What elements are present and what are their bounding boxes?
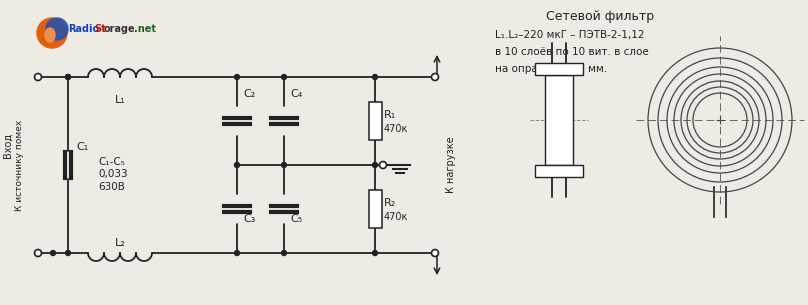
- Text: К нагрузке: К нагрузке: [446, 137, 456, 193]
- Text: К источнику помех: К источнику помех: [15, 119, 24, 211]
- Ellipse shape: [45, 28, 55, 42]
- Text: C₂: C₂: [243, 89, 255, 99]
- Text: Вход: Вход: [3, 132, 13, 158]
- Text: .net: .net: [134, 24, 156, 34]
- Text: C₁-C₅
0,033
630В: C₁-C₅ 0,033 630В: [98, 157, 128, 192]
- Circle shape: [37, 18, 67, 48]
- Bar: [535, 63, 583, 75]
- Circle shape: [35, 74, 41, 81]
- Text: R₂: R₂: [384, 198, 396, 208]
- Text: L₂: L₂: [115, 238, 125, 248]
- Text: orage: orage: [104, 24, 136, 34]
- Text: 470к: 470к: [384, 212, 408, 222]
- Text: Radio: Radio: [68, 24, 99, 34]
- Text: L₁.L₂–220 мкГ – ПЭТВ-2-1,12: L₁.L₂–220 мкГ – ПЭТВ-2-1,12: [495, 30, 645, 40]
- Circle shape: [431, 74, 439, 81]
- Text: в 10 слоёв по 10 вит. в слое: в 10 слоёв по 10 вит. в слое: [495, 47, 649, 57]
- Circle shape: [234, 74, 239, 80]
- Text: Сетевой фильтр: Сетевой фильтр: [546, 10, 654, 23]
- Text: L₁: L₁: [115, 95, 125, 105]
- Circle shape: [372, 250, 377, 256]
- Text: St: St: [94, 24, 106, 34]
- Bar: [535, 165, 583, 177]
- Text: C₅: C₅: [290, 214, 302, 224]
- Circle shape: [372, 74, 377, 80]
- Circle shape: [46, 18, 68, 40]
- Circle shape: [65, 74, 70, 80]
- Circle shape: [234, 250, 239, 256]
- Circle shape: [234, 163, 239, 167]
- Circle shape: [65, 74, 70, 80]
- Circle shape: [372, 163, 377, 167]
- Text: R₁: R₁: [384, 110, 396, 120]
- Bar: [368, 190, 381, 228]
- Text: C₄: C₄: [290, 89, 302, 99]
- Text: C₁: C₁: [76, 142, 88, 152]
- Text: C₃: C₃: [243, 214, 255, 224]
- Circle shape: [380, 162, 386, 168]
- Bar: [545, 75, 573, 165]
- Circle shape: [65, 250, 70, 256]
- Circle shape: [281, 250, 287, 256]
- Text: 470к: 470к: [384, 124, 408, 134]
- Circle shape: [281, 163, 287, 167]
- Circle shape: [281, 74, 287, 80]
- Circle shape: [431, 249, 439, 257]
- Circle shape: [50, 250, 56, 256]
- Circle shape: [35, 249, 41, 257]
- Text: на оправке Ø 18 мм.: на оправке Ø 18 мм.: [495, 64, 607, 74]
- Bar: [368, 102, 381, 140]
